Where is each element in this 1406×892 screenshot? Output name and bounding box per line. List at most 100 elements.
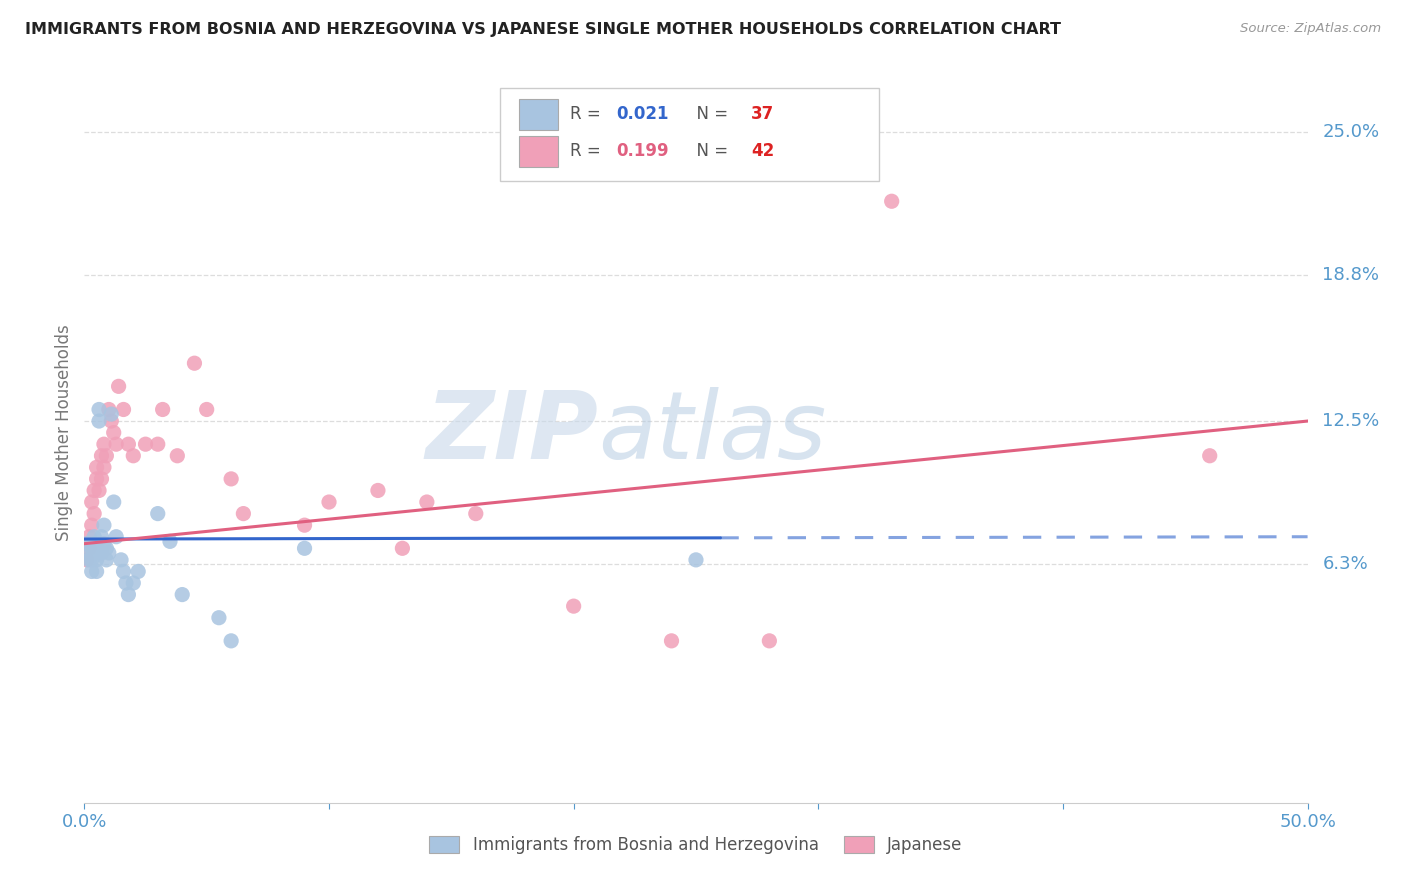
Point [80,541,103,556]
Point [76,553,98,567]
Point [562,599,585,614]
FancyBboxPatch shape [501,88,880,181]
Point [83,546,105,560]
Point [219,633,242,648]
Point [83,507,105,521]
Point [127,565,149,579]
Point [115,576,138,591]
Point [661,633,683,648]
Point [122,576,145,591]
Text: N =: N = [686,143,734,161]
Point [107,379,129,393]
Point [103,425,125,440]
FancyBboxPatch shape [519,99,558,130]
Point [294,541,316,556]
Text: atlas: atlas [598,387,827,478]
Point [80,495,103,509]
Point [97,546,120,560]
Point [87,402,110,417]
Text: 6.3%: 6.3% [1322,556,1368,574]
Point [219,472,242,486]
Text: 0.199: 0.199 [616,143,669,161]
Text: 42: 42 [751,143,775,161]
Point [86,472,108,486]
Point [117,437,139,451]
Point [758,633,780,648]
Text: N =: N = [686,105,734,123]
Text: 12.5%: 12.5% [1322,412,1379,430]
Point [146,507,169,521]
Point [86,460,108,475]
Point [367,483,389,498]
Point [105,437,128,451]
Point [110,553,132,567]
Point [112,565,135,579]
Point [96,553,118,567]
Point [83,536,105,550]
Point [183,356,205,370]
Point [122,449,145,463]
Point [152,402,174,417]
Point [90,472,112,486]
Text: 25.0%: 25.0% [1322,123,1379,141]
Point [146,437,169,451]
Y-axis label: Single Mother Households: Single Mother Households [55,325,73,541]
Point [172,588,194,602]
Text: IMMIGRANTS FROM BOSNIA AND HERZEGOVINA VS JAPANESE SINGLE MOTHER HOUSEHOLDS CORR: IMMIGRANTS FROM BOSNIA AND HERZEGOVINA V… [25,22,1062,37]
Text: 18.8%: 18.8% [1322,267,1379,285]
Point [77,541,100,556]
Point [80,553,103,567]
Point [93,437,115,451]
Point [96,541,118,556]
Point [90,449,112,463]
Point [232,507,254,521]
Point [105,530,128,544]
Point [90,530,112,544]
Text: 37: 37 [751,105,775,123]
Point [294,518,316,533]
Point [416,495,439,509]
Point [86,553,108,567]
Point [100,407,122,421]
Point [76,536,98,550]
Text: R =: R = [569,105,606,123]
Point [93,460,115,475]
Point [80,518,103,533]
Point [93,518,115,533]
Point [87,483,110,498]
Point [77,553,100,567]
Point [166,449,188,463]
Point [685,553,707,567]
Point [135,437,157,451]
Point [93,536,115,550]
Legend: Immigrants from Bosnia and Herzegovina, Japanese: Immigrants from Bosnia and Herzegovina, … [423,830,969,861]
Point [96,449,118,463]
Point [77,530,100,544]
Text: 0.021: 0.021 [616,105,669,123]
Point [112,402,135,417]
Point [90,546,112,560]
FancyBboxPatch shape [519,136,558,167]
Text: R =: R = [569,143,606,161]
Point [80,565,103,579]
Point [86,541,108,556]
Point [86,565,108,579]
Point [103,495,125,509]
Point [117,588,139,602]
Point [464,507,486,521]
Point [391,541,413,556]
Point [318,495,340,509]
Point [77,546,100,560]
Point [83,483,105,498]
Point [87,414,110,428]
Text: ZIP: ZIP [425,386,598,479]
Point [159,534,181,549]
Point [100,414,122,428]
Point [97,402,120,417]
Point [1198,449,1220,463]
Point [83,530,105,544]
Point [208,610,231,624]
Text: Source: ZipAtlas.com: Source: ZipAtlas.com [1240,22,1381,36]
Point [195,402,218,417]
Point [880,194,903,209]
